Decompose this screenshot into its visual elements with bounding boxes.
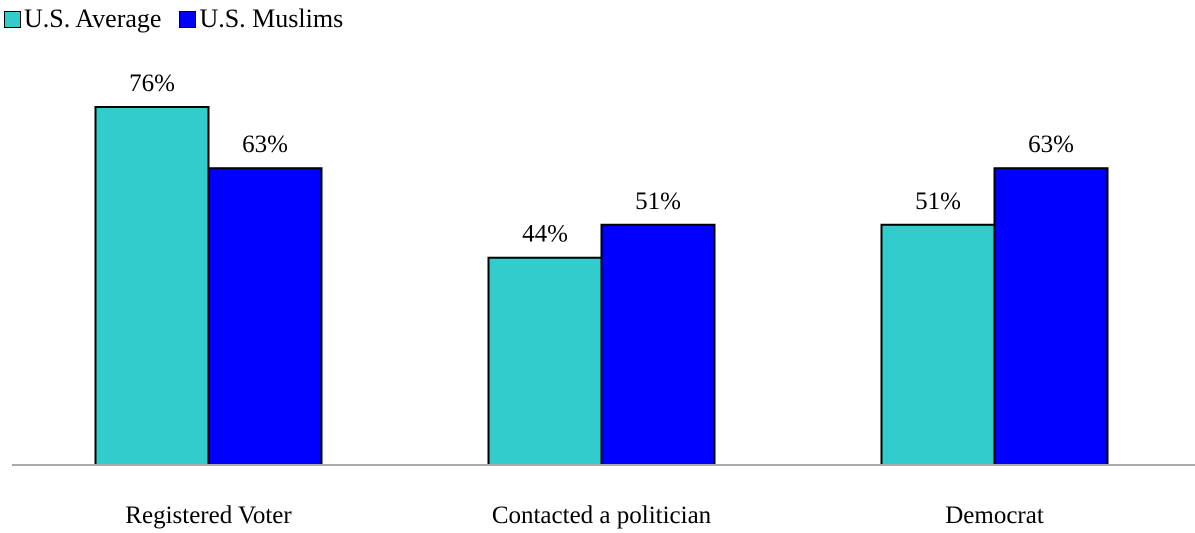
legend-label-us-average: U.S. Average (24, 4, 162, 33)
data-label: 44% (522, 221, 568, 248)
legend-item-us-muslims: U.S. Muslims (179, 4, 343, 34)
legend-swatch-us-average (4, 10, 21, 28)
bar-u-s-average-0 (94, 106, 210, 466)
legend-item-us-average: U.S. Average (4, 4, 161, 34)
data-label: 63% (1028, 131, 1074, 158)
category-label: Registered Voter (125, 502, 292, 529)
bar-u-s-muslims-1 (600, 223, 716, 466)
data-label: 76% (129, 70, 175, 97)
data-label: 51% (915, 188, 961, 215)
legend-label-us-muslims: U.S. Muslims (199, 4, 344, 33)
category-label: Contacted a politician (492, 502, 712, 529)
category-label: Democrat (945, 502, 1044, 529)
data-label: 51% (635, 188, 681, 215)
bar-u-s-average-2 (880, 223, 996, 466)
data-label: 63% (242, 131, 288, 158)
bar-u-s-muslims-0 (207, 167, 323, 466)
legend-swatch-us-muslims (179, 10, 197, 28)
legend: U.S. Average U.S. Muslims (4, 4, 361, 34)
bar-u-s-average-1 (487, 256, 603, 466)
bar-u-s-muslims-2 (993, 167, 1109, 466)
